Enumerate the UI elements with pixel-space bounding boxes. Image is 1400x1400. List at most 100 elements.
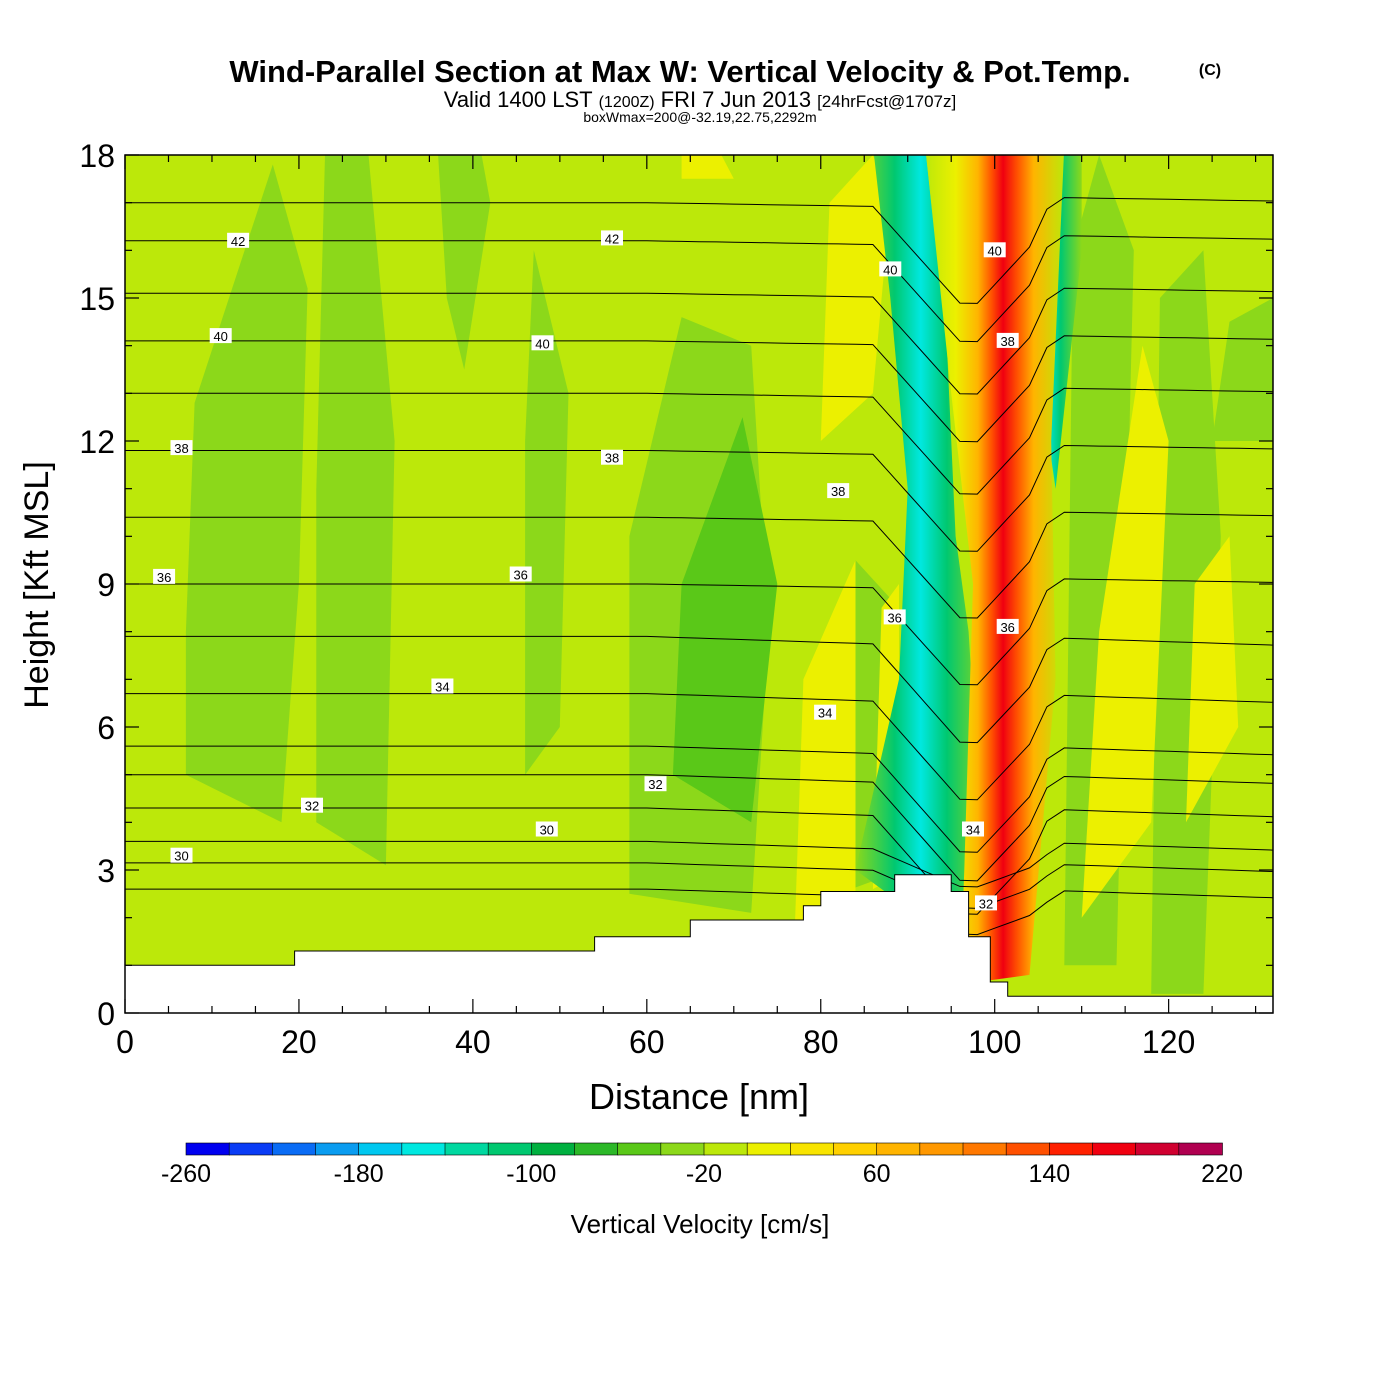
contour-label: 38 xyxy=(831,484,845,499)
weak-descent-band xyxy=(1151,250,1221,994)
theta-contour-line xyxy=(125,235,1273,343)
colorbar-swatch xyxy=(746,1142,792,1156)
contour-label-box xyxy=(209,328,232,344)
terrain-profile xyxy=(124,874,1274,1014)
x-tick-label: 0 xyxy=(116,1024,134,1060)
x-tick-label: 80 xyxy=(803,1024,839,1060)
y-tick-label: 12 xyxy=(79,424,115,460)
theta-contour-line xyxy=(125,387,1273,495)
contour-label-box xyxy=(170,847,193,863)
contour-labels: 42 42 40 40 40 40 38 38 38 38 36 36 36 36 34 34 34 32 32 32… xyxy=(153,230,1019,911)
contour-label-box xyxy=(601,230,623,246)
weak-ascent-patch xyxy=(1081,345,1169,918)
contour-label: 36 xyxy=(1000,620,1014,635)
contour-label-box xyxy=(531,335,554,351)
contour-label-box xyxy=(814,704,837,720)
theta-contour-line xyxy=(125,888,1273,936)
colorbar-label: Vertical Velocity [cm/s] xyxy=(571,1209,830,1239)
colorbar-swatch xyxy=(833,1142,878,1156)
theta-contour-line xyxy=(125,578,1273,686)
y-tick-label: 3 xyxy=(97,853,115,889)
colorbar-swatch xyxy=(444,1142,489,1156)
weak-descent-band xyxy=(525,250,569,775)
contour-label-box xyxy=(962,821,984,837)
y-tick-label: 6 xyxy=(97,710,115,746)
y-tick-label: 15 xyxy=(79,281,115,317)
contour-label: 36 xyxy=(887,610,901,625)
contour-label: 40 xyxy=(883,262,897,277)
copyright-mark: (C) xyxy=(1199,62,1221,79)
colorbar-swatch xyxy=(401,1142,446,1156)
valid-date: FRI 7 Jun 2013 xyxy=(661,87,811,112)
colorbar-swatch xyxy=(1135,1142,1180,1156)
colorbar xyxy=(185,1142,1223,1156)
colorbar-swatch xyxy=(876,1142,921,1156)
x-tick-label: 60 xyxy=(629,1024,665,1060)
theta-contour-line xyxy=(125,862,1273,909)
terrain-mask xyxy=(124,874,1274,1014)
colorbar-swatch xyxy=(358,1142,403,1156)
colorbar-tick-label: -100 xyxy=(506,1160,556,1188)
colorbar-swatch xyxy=(1092,1142,1137,1156)
contour-label: 34 xyxy=(966,823,980,838)
x-tick-label: 40 xyxy=(455,1024,491,1060)
chart-title: Wind-Parallel Section at Max W: Vertical… xyxy=(229,54,1130,89)
theta-contour-line xyxy=(125,287,1273,395)
contour-label: 38 xyxy=(174,441,188,456)
weak-ascent-patch xyxy=(1186,536,1239,823)
contour-label: 32 xyxy=(648,777,662,792)
contour-label-box xyxy=(301,797,323,813)
contour-label-box xyxy=(975,895,997,911)
contour-label: 36 xyxy=(513,568,527,583)
colorbar-tick-label: -180 xyxy=(334,1160,384,1188)
downdraft-band-west xyxy=(855,155,986,947)
contour-label-box xyxy=(601,449,623,465)
contour-label: 34 xyxy=(435,680,449,695)
contour-label-box xyxy=(983,242,1006,258)
y-axis-label: Height [Kft MSL] xyxy=(18,461,56,709)
valid-prefix: Valid 1400 LST xyxy=(444,87,593,112)
x-tick-label: 100 xyxy=(968,1024,1021,1060)
chart-title-group: Wind-Parallel Section at Max W: Vertical… xyxy=(229,54,1221,125)
contour-label: 30 xyxy=(540,823,554,838)
theta-contour-line xyxy=(125,693,1273,801)
colorbar-tick-label: 140 xyxy=(1028,1160,1070,1188)
colorbar-swatch xyxy=(228,1142,274,1156)
theta-contour-line xyxy=(125,197,1273,304)
colorbar-tick-label: 60 xyxy=(863,1160,891,1188)
box-info: boxWmax=200@-32.19,22.75,2292m xyxy=(583,109,816,125)
colorbar-tick-label: -20 xyxy=(686,1160,722,1188)
x-tick-labels: 0 20 40 60 80 100 120 xyxy=(116,1024,1195,1060)
colorbar-swatch xyxy=(1049,1142,1094,1156)
contour-label: 38 xyxy=(605,451,619,466)
contour-label-box xyxy=(509,566,532,582)
colorbar-swatch xyxy=(660,1142,705,1156)
forecast-info: [24hrFcst@1707z] xyxy=(817,92,956,111)
colorbar-swatch xyxy=(790,1142,835,1156)
y-tick-labels: 0 3 6 9 12 15 18 xyxy=(79,138,115,1032)
colorbar-swatch xyxy=(1178,1142,1223,1156)
colorbar-swatch xyxy=(703,1142,748,1156)
contour-label-box xyxy=(996,332,1019,348)
weak-descent-band xyxy=(185,164,308,823)
theta-contour-line xyxy=(125,511,1273,619)
y-tick-label: 0 xyxy=(97,996,115,1032)
contour-label: 42 xyxy=(231,234,245,249)
colorbar-swatch xyxy=(617,1142,662,1156)
contour-label-box xyxy=(879,261,902,277)
theta-contour-line xyxy=(125,635,1273,744)
contour-label: 32 xyxy=(979,896,993,911)
contour-label: 30 xyxy=(174,849,188,864)
contour-label-box xyxy=(153,568,176,584)
contour-label: 32 xyxy=(305,799,319,814)
axis-ticks xyxy=(124,154,1273,1014)
contour-label-box xyxy=(535,821,558,837)
contour-label: 36 xyxy=(157,570,171,585)
colorbar-swatch xyxy=(185,1142,230,1156)
theta-contour-line xyxy=(125,774,1273,882)
x-axis-label: Distance [nm] xyxy=(589,1076,809,1117)
moderate-descent-band xyxy=(672,417,778,823)
chart-subtitle: Valid 1400 LST (1200Z) FRI 7 Jun 2013 [24hr… xyxy=(444,87,956,112)
theta-contour-line xyxy=(125,840,1273,888)
